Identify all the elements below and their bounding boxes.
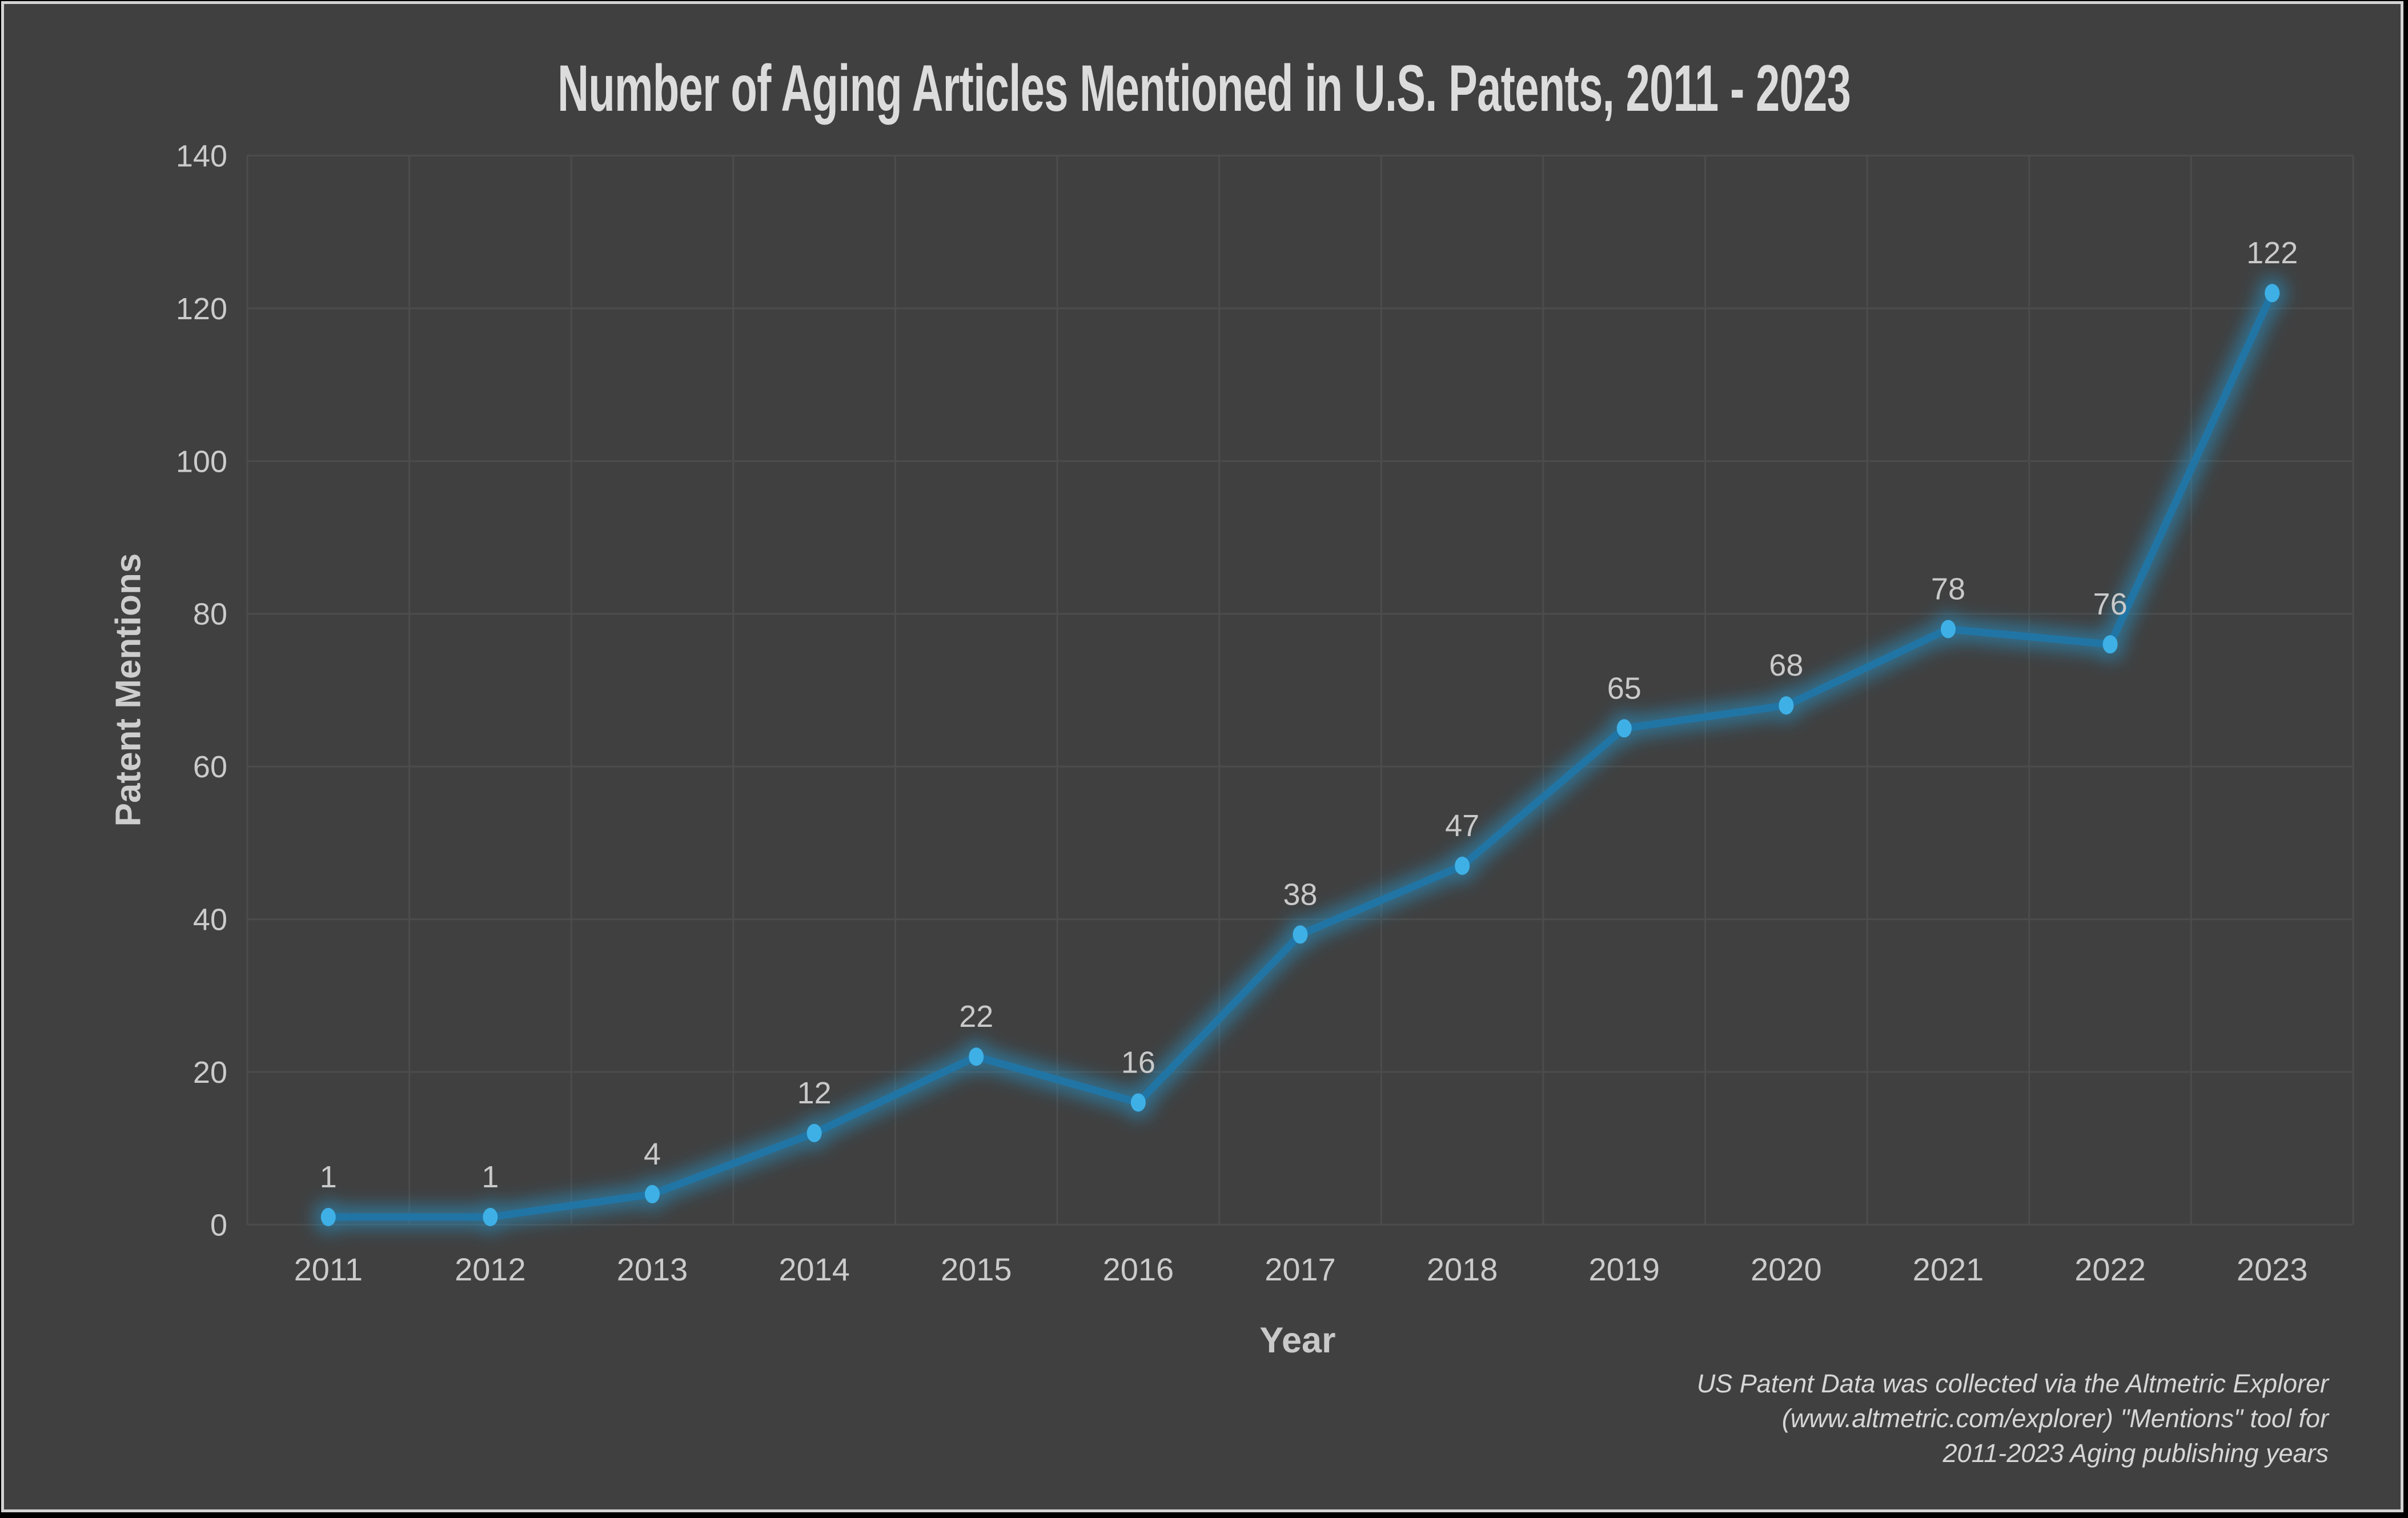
annotation-line-3: 2011-2023 Aging publishing years bbox=[1943, 1439, 2329, 1468]
x-tick-label-2012: 2012 bbox=[455, 1251, 526, 1287]
x-axis-title-text: Year bbox=[1259, 1320, 1336, 1360]
data-label-2019: 65 bbox=[1607, 671, 1642, 705]
data-label-2011: 1 bbox=[320, 1160, 337, 1194]
annotation-line-1: US Patent Data was collected via the Alt… bbox=[1696, 1369, 2329, 1398]
data-label-2015: 22 bbox=[959, 999, 993, 1034]
series-glow bbox=[313, 276, 2287, 1234]
y-tick-label-80: 80 bbox=[193, 597, 227, 632]
data-point-2017 bbox=[1293, 925, 1308, 944]
x-tick-label-2019: 2019 bbox=[1588, 1251, 1660, 1287]
y-tick-label-140: 140 bbox=[176, 139, 227, 174]
y-tick-label-60: 60 bbox=[193, 750, 227, 784]
x-tick-label-2020: 2020 bbox=[1751, 1251, 1822, 1287]
data-point-2011 bbox=[320, 1208, 336, 1227]
data-label-2020: 68 bbox=[1769, 648, 1803, 682]
gridlines bbox=[246, 155, 2354, 1226]
data-label-2017: 38 bbox=[1283, 877, 1317, 911]
data-label-2013: 4 bbox=[644, 1137, 661, 1171]
x-tick-label-2021: 2021 bbox=[1913, 1251, 1984, 1287]
data-point-2013 bbox=[645, 1184, 660, 1203]
x-tick-label-2022: 2022 bbox=[2074, 1251, 2146, 1287]
data-label-2018: 47 bbox=[1445, 809, 1479, 843]
source-annotation: US Patent Data was collected via the Alt… bbox=[1697, 1366, 2329, 1471]
series-line-glow bbox=[316, 282, 2284, 1228]
x-tick-label-2023: 2023 bbox=[2237, 1251, 2308, 1287]
data-label-2016: 16 bbox=[1121, 1045, 1155, 1079]
data-point-2015 bbox=[969, 1047, 984, 1066]
x-tick-label-2014: 2014 bbox=[778, 1251, 850, 1287]
y-tick-label-0: 0 bbox=[210, 1208, 227, 1242]
chart-title: Number of Aging Articles Mentioned in U.… bbox=[0, 51, 2408, 126]
data-point-2016 bbox=[1130, 1093, 1146, 1112]
data-label-2014: 12 bbox=[797, 1076, 832, 1110]
x-axis-title: Year bbox=[1259, 1320, 1335, 1361]
x-tick-label-2011: 2011 bbox=[294, 1251, 363, 1287]
x-tick-label-2016: 2016 bbox=[1103, 1251, 1174, 1287]
series-line bbox=[324, 289, 2276, 1221]
series-layer bbox=[320, 284, 2280, 1227]
x-tick-label-2013: 2013 bbox=[617, 1251, 688, 1287]
annotation-line-2: (www.altmetric.com/explorer) "Mentions" … bbox=[1781, 1404, 2329, 1433]
y-tick-label-20: 20 bbox=[193, 1055, 227, 1090]
y-tick-label-120: 120 bbox=[176, 292, 227, 326]
data-label-2022: 76 bbox=[2093, 587, 2128, 621]
x-tick-label-2015: 2015 bbox=[941, 1251, 1012, 1287]
data-point-2018 bbox=[1455, 856, 1470, 875]
x-tick-label-2017: 2017 bbox=[1265, 1251, 1336, 1287]
data-point-2020 bbox=[1779, 696, 1794, 715]
data-point-2021 bbox=[1940, 620, 1956, 638]
y-tick-label-40: 40 bbox=[193, 903, 227, 937]
x-tick-label-2018: 2018 bbox=[1427, 1251, 1498, 1287]
chart-title-text: Number of Aging Articles Mentioned in U.… bbox=[557, 52, 1851, 125]
labels-layer: 1 1 4 12 22 16 38 47 65 68 78 76 122 0 20 40 60 80 100 120 1… bbox=[176, 139, 2308, 1288]
data-point-2019 bbox=[1616, 719, 1632, 738]
data-point-2012 bbox=[483, 1208, 498, 1227]
data-label-2012: 1 bbox=[481, 1160, 499, 1194]
y-tick-label-100: 100 bbox=[176, 444, 227, 479]
data-label-2021: 78 bbox=[1931, 572, 1965, 606]
data-label-2023: 122 bbox=[2246, 236, 2298, 270]
data-point-2022 bbox=[2102, 635, 2118, 654]
data-point-2014 bbox=[806, 1123, 822, 1142]
data-point-2023 bbox=[2265, 284, 2280, 303]
